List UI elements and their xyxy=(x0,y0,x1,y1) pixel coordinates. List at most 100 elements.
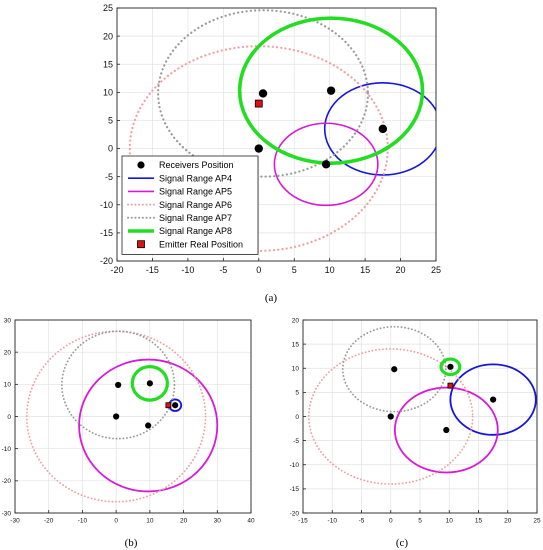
y-tick-label: -15 xyxy=(290,486,300,493)
signal-range-circle xyxy=(237,16,425,165)
panel-b-plot: -30 -20 -10 0 10 20 30 40 -30 -20 -10 0 10 20 30 xyxy=(2,317,255,524)
y-tick-label: 20 xyxy=(292,317,300,324)
receiver-marker xyxy=(113,413,120,420)
y-tick-label: 20 xyxy=(4,349,12,356)
legend-label: Signal Range AP4 xyxy=(159,173,232,183)
axes-frame xyxy=(116,7,437,262)
receiver-marker xyxy=(326,86,336,95)
x-tick-label: -30 xyxy=(10,518,20,525)
receiver-marker xyxy=(387,413,394,420)
y-tick-label: -20 xyxy=(290,510,300,517)
legend: Receivers Position Signal Range AP4 Signal… xyxy=(121,155,259,255)
signal-range-circle xyxy=(393,386,499,474)
x-tick-label: 5 xyxy=(292,265,297,275)
y-tick-label: 5 xyxy=(108,116,113,126)
x-tick-label: 20 xyxy=(396,265,406,275)
signal-range-circle xyxy=(157,9,370,178)
receiver-marker xyxy=(254,144,263,153)
x-tick-label: -20 xyxy=(44,518,54,525)
y-tick-label: -20 xyxy=(2,478,12,485)
x-tick-label: 30 xyxy=(214,518,222,525)
legend-label: Receivers Position xyxy=(159,160,234,170)
emitter-marker xyxy=(165,402,172,409)
x-tick-label: 25 xyxy=(431,265,441,275)
signal-range-circle xyxy=(439,357,462,377)
signal-range-circle xyxy=(307,348,474,485)
receiver-marker xyxy=(172,402,179,409)
y-tick-label: -10 xyxy=(290,462,300,469)
x-tick-label: -15 xyxy=(146,265,159,275)
y-tick-label: 30 xyxy=(4,317,12,324)
signal-range-circle xyxy=(323,81,436,176)
signal-range-circle xyxy=(449,363,537,436)
legend-label: Signal Range AP8 xyxy=(159,226,232,236)
x-tick-label: -20 xyxy=(110,265,123,275)
receiver-marker xyxy=(115,381,122,389)
caption-c: (c) xyxy=(396,537,409,549)
signal-range-circle xyxy=(273,122,379,207)
x-tick-label: 10 xyxy=(146,518,154,525)
x-tick-label: -15 xyxy=(298,518,308,525)
receiver-marker xyxy=(378,124,388,134)
legend-label: Signal Range AP7 xyxy=(159,213,232,223)
y-tick-label: -10 xyxy=(2,446,12,453)
x-tick-label: -10 xyxy=(181,265,194,275)
y-tick-label: 20 xyxy=(103,31,113,41)
y-tick-label: 10 xyxy=(103,87,113,97)
legend-label: Emitter Real Position xyxy=(159,239,243,249)
signal-range-circle xyxy=(341,325,447,413)
y-tick-label: 15 xyxy=(292,341,300,348)
y-tick-label: 5 xyxy=(295,390,299,397)
x-tick-label: 10 xyxy=(325,265,335,275)
x-tick-label: 5 xyxy=(418,518,422,525)
emitter-marker xyxy=(447,382,454,389)
x-tick-label: 0 xyxy=(389,518,393,525)
signal-range-circle xyxy=(60,330,176,440)
x-tick-label: 40 xyxy=(247,518,255,525)
legend-box xyxy=(121,155,259,255)
x-tick-label: 20 xyxy=(504,518,512,525)
receiver-marker xyxy=(145,422,152,429)
x-tick-label: 15 xyxy=(475,518,483,525)
x-tick-label: 0 xyxy=(256,265,261,275)
caption-b: (b) xyxy=(125,537,138,549)
receiver-marker xyxy=(258,89,268,98)
signal-range-circle xyxy=(78,358,219,493)
signal-range-circle xyxy=(130,365,169,402)
signal-ranges xyxy=(25,330,219,503)
y-tick-label: 15 xyxy=(103,59,113,69)
receiver-marker xyxy=(447,363,454,370)
x-tick-label: 20 xyxy=(180,518,188,525)
y-tick-label: 10 xyxy=(292,366,300,373)
y-tick-label: -15 xyxy=(100,228,113,238)
x-tick-label: -10 xyxy=(328,518,338,525)
legend-symbol xyxy=(137,240,145,249)
x-tick-label: -5 xyxy=(359,518,365,525)
emitter-marker xyxy=(254,99,263,108)
y-tick-label: 0 xyxy=(295,414,299,421)
y-tick-label: -5 xyxy=(105,172,113,182)
y-tick-label: -20 xyxy=(100,256,113,266)
signal-range-circle xyxy=(25,330,207,503)
receiver-marker xyxy=(391,366,398,373)
receiver-marker xyxy=(490,396,497,403)
x-tick-label: -5 xyxy=(219,265,227,275)
y-tick-label: 10 xyxy=(4,382,12,389)
y-tick-label: 25 xyxy=(103,3,113,13)
signal-ranges xyxy=(307,325,537,485)
x-tick-label: 25 xyxy=(533,518,541,525)
y-tick-label: -10 xyxy=(100,200,113,210)
x-tick-label: 10 xyxy=(446,518,454,525)
caption-a: (a) xyxy=(265,292,278,304)
signal-ranges xyxy=(128,9,436,252)
legend-label: Signal Range AP6 xyxy=(159,200,232,210)
legend-symbol xyxy=(137,161,145,169)
receiver-marker xyxy=(321,160,331,169)
x-tick-label: -10 xyxy=(78,518,88,525)
x-tick-label: 15 xyxy=(360,265,370,275)
y-tick-label: -5 xyxy=(293,438,299,445)
y-tick-label: 0 xyxy=(108,144,113,154)
legend-label: Signal Range AP5 xyxy=(159,187,232,197)
